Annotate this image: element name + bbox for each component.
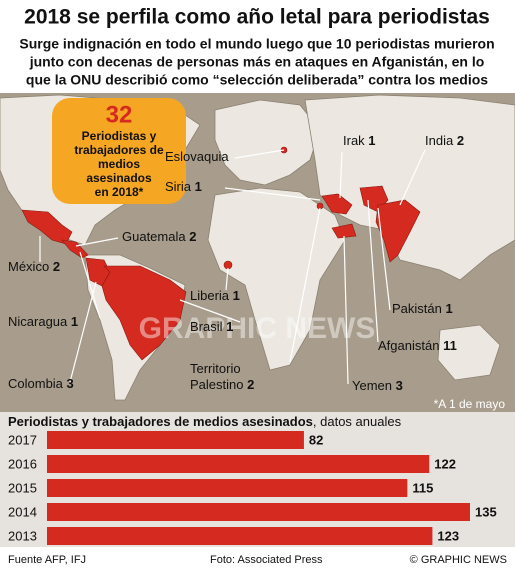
country-name: Pakistán: [392, 301, 442, 316]
callout: 32 Periodistas y trabajadores de medios …: [52, 98, 186, 204]
leader-lines: [39, 149, 426, 385]
country-name: Yemen: [352, 378, 392, 393]
bar: [47, 503, 470, 521]
country-label: Colombia 3: [8, 376, 74, 391]
country-label: Palestino 2: [190, 377, 254, 392]
country-name: Siria: [165, 179, 192, 194]
country-name: India: [425, 133, 454, 148]
country-count: 3: [396, 378, 403, 393]
chart-subtitle: , datos anuales: [313, 414, 402, 429]
yemen: [331, 223, 357, 239]
photo-credit: Foto: Associated Press: [210, 554, 323, 566]
title: 2018 se perfila como año letal para peri…: [24, 6, 490, 29]
country-label: Territorio: [190, 361, 241, 376]
syria-iraq: [321, 193, 353, 215]
country-name: Colombia: [8, 376, 64, 391]
callout-number: 32: [106, 101, 133, 128]
country-count: 1: [226, 319, 233, 334]
y-tick-label: 2015: [8, 480, 37, 495]
country-name: Afganistán: [378, 338, 439, 353]
source: Fuente AFP, IFJ: [8, 554, 86, 566]
callout-line: Periodistas y: [82, 129, 157, 143]
y-tick-label: 2014: [8, 504, 37, 519]
subtitle: Surge indignación en todo el mundo luego…: [19, 36, 494, 52]
bar: [47, 455, 430, 473]
chart-title: Periodistas y trabajadores de medios ase…: [8, 414, 402, 429]
watermark: GRAPHIC NEWS: [139, 312, 376, 345]
country-count: 11: [443, 338, 457, 353]
country-count: 2: [53, 259, 60, 274]
country-label: Nicaragua 1: [8, 314, 78, 329]
country-name: Territorio: [190, 361, 241, 376]
y-tick-label: 2017: [8, 432, 37, 447]
africa: [207, 187, 346, 371]
map: GRAPHIC NEWS 32 Periodistas y trabajador…: [0, 93, 515, 413]
country-count: 2: [247, 377, 254, 392]
country-name: Guatemala: [122, 229, 186, 244]
country-label: Afganistán 11: [378, 338, 457, 353]
country-name: Palestino: [190, 377, 243, 392]
bar: [47, 431, 304, 449]
y-tick-label: 2013: [8, 528, 37, 543]
country-name: Eslovaquia: [165, 149, 229, 164]
country-count: 1: [195, 179, 202, 194]
country-name: México: [8, 259, 49, 274]
country-name: Nicaragua: [8, 314, 68, 329]
y-tick-label: 2016: [8, 456, 37, 471]
country-label: Guatemala 2: [122, 229, 196, 244]
callout-box: [52, 98, 186, 204]
value-label: 115: [412, 480, 433, 495]
country-label: Liberia 1: [190, 288, 240, 303]
value-label: 135: [475, 504, 497, 519]
country-count: 1: [446, 301, 453, 316]
copyright: © GRAPHIC NEWS: [410, 554, 507, 566]
country-label: Irak 1: [343, 133, 376, 148]
oceania: [437, 324, 501, 381]
bar: [47, 479, 408, 497]
callout-line: asesinados: [86, 171, 152, 185]
footnote: *A 1 de mayo: [434, 397, 506, 411]
bars: 2017 82 2016 122 2015 115 2014 135 2013 123: [8, 431, 497, 545]
brazil: [101, 265, 187, 361]
highlighted-countries: [21, 146, 421, 361]
country-count: 1: [71, 314, 78, 329]
value-label: 82: [309, 432, 323, 447]
value-label: 122: [434, 456, 456, 471]
india: [375, 199, 421, 263]
chart-title-main: Periodistas y trabajadores de medios ase…: [8, 414, 313, 429]
country-label: Siria 1: [165, 179, 202, 194]
country-name: Brasil: [190, 319, 223, 334]
subtitle: junto con decenas de personas más en ata…: [29, 54, 485, 70]
country-label: Pakistán 1: [392, 301, 453, 316]
value-label: 123: [437, 528, 459, 543]
subtitle: que la ONU describió como “selección del…: [26, 72, 488, 88]
country-label: Yemen 3: [352, 378, 403, 393]
callout-line: en 2018*: [95, 185, 144, 199]
country-count: 3: [67, 376, 74, 391]
country-count: 2: [457, 133, 464, 148]
country-count: 1: [233, 288, 240, 303]
country-label: Brasil 1: [190, 319, 233, 334]
country-count: 1: [368, 133, 375, 148]
europe: [214, 99, 321, 186]
bar: [47, 527, 433, 545]
country-name: Liberia: [190, 288, 230, 303]
country-label: México 2: [8, 259, 60, 274]
country-label: Eslovaquia: [165, 149, 229, 164]
country-name: Irak: [343, 133, 365, 148]
callout-line: medios: [98, 157, 140, 171]
callout-line: trabajadores de: [74, 143, 164, 157]
liberia: [223, 260, 233, 270]
country-label: India 2: [425, 133, 464, 148]
country-count: 2: [189, 229, 196, 244]
central-america: [61, 239, 89, 259]
